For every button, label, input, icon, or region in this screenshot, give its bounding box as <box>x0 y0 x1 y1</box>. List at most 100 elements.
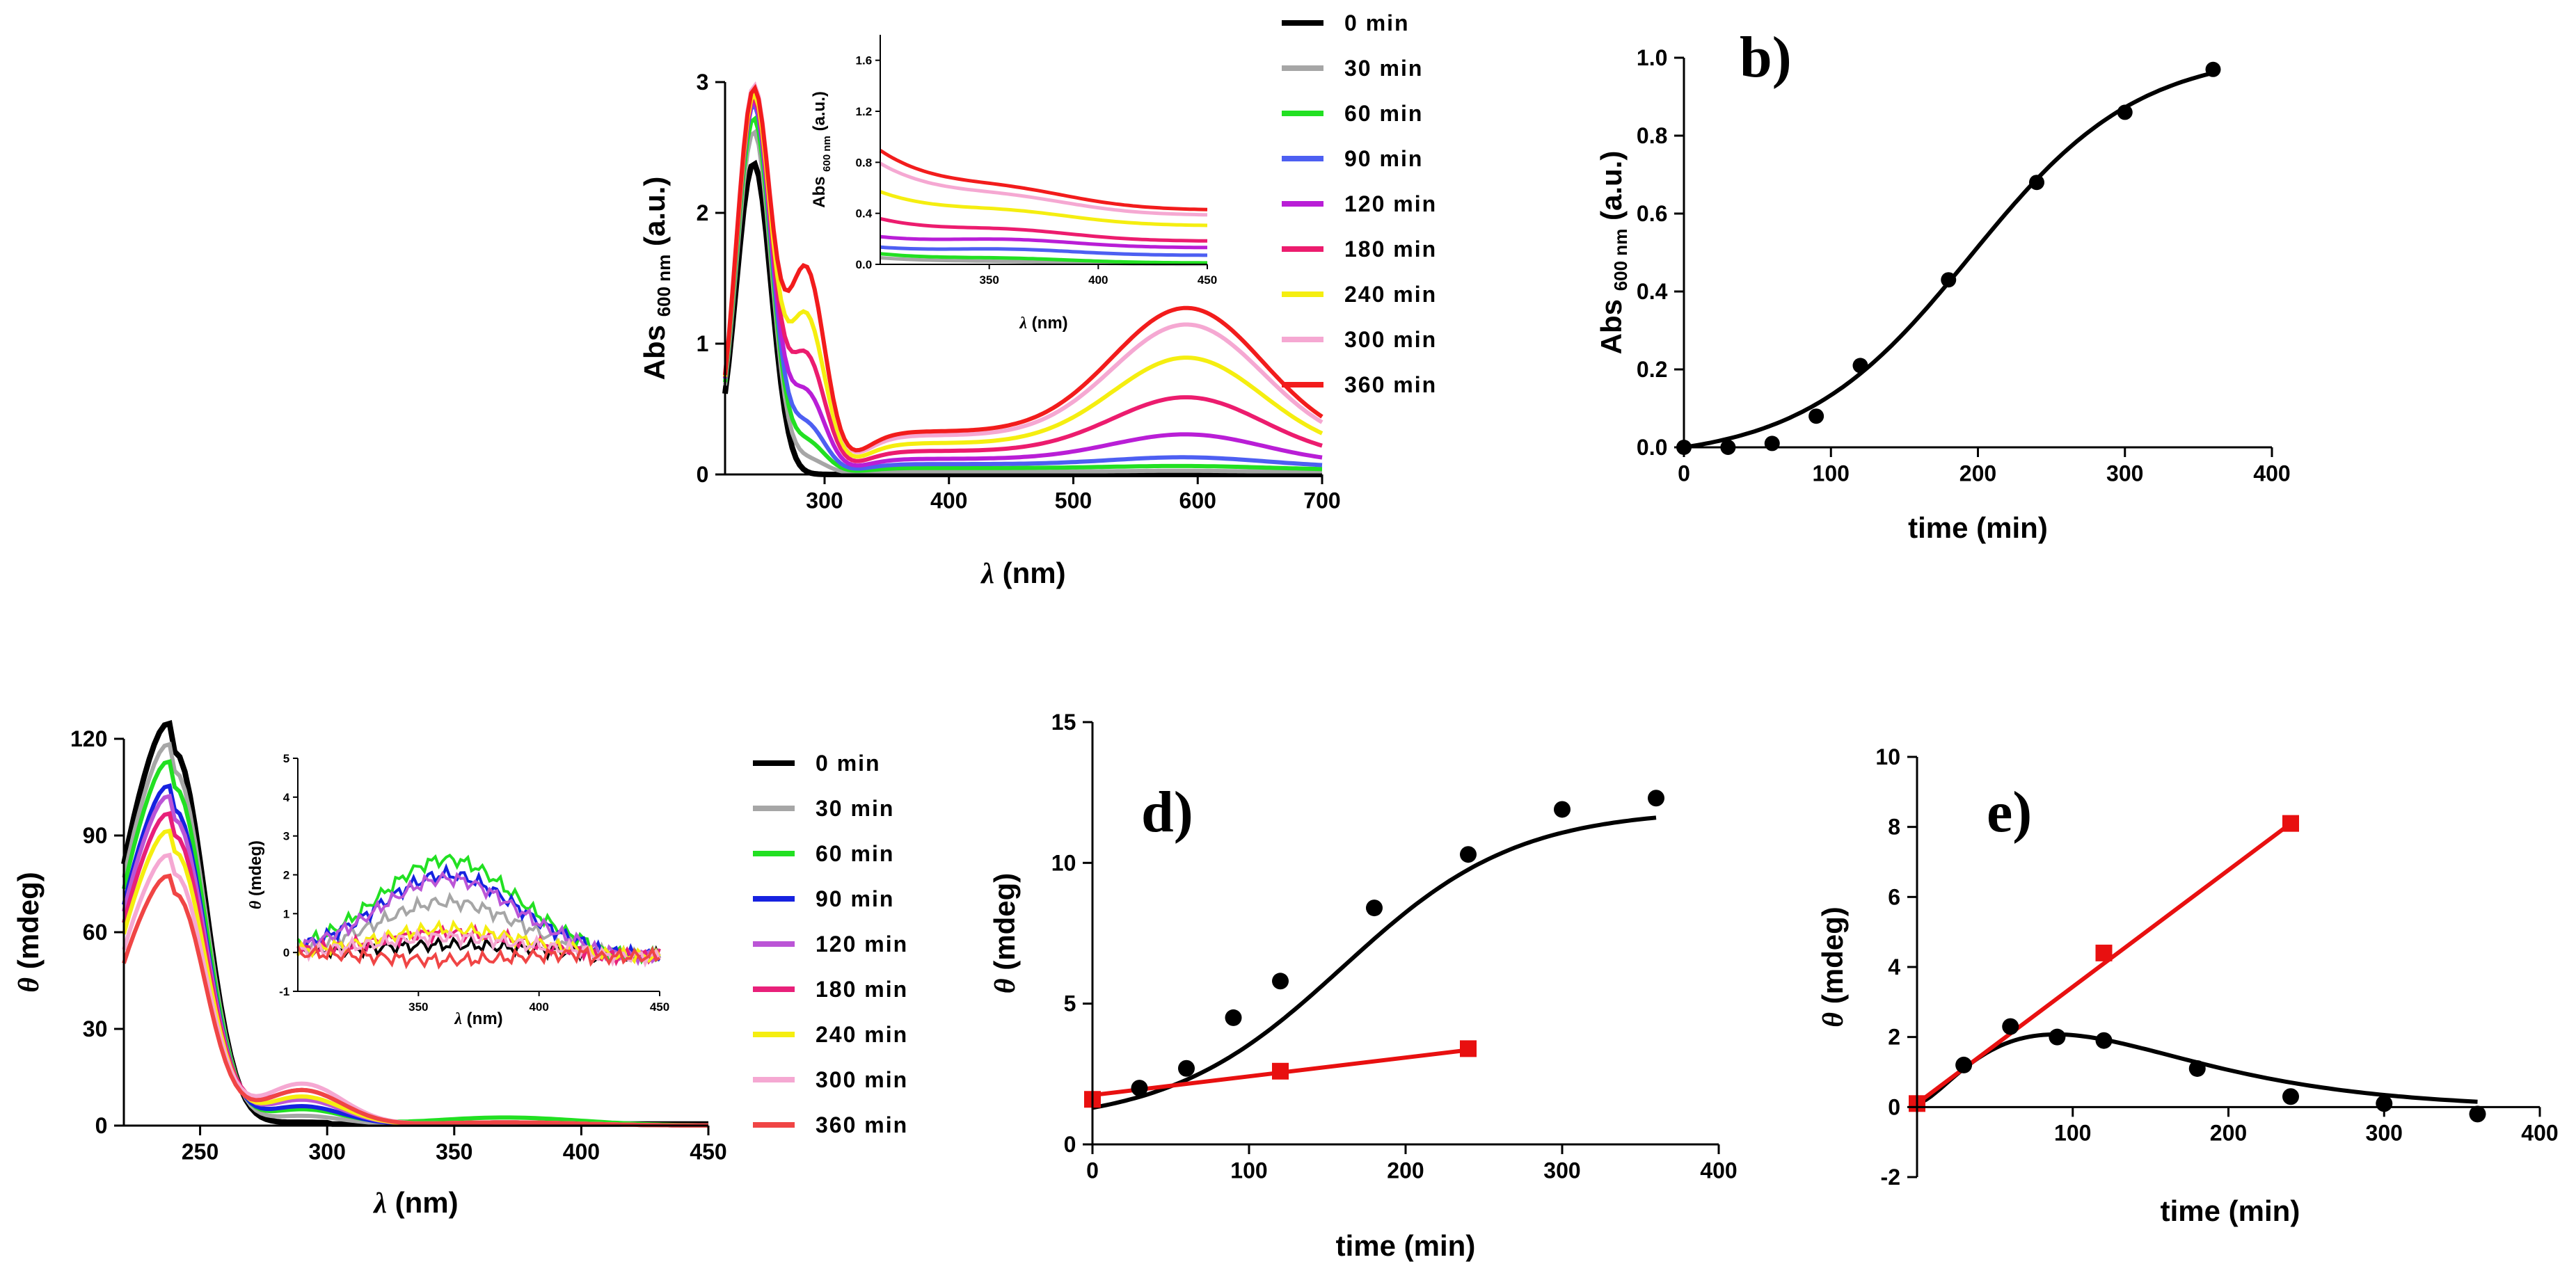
y-tick-label: 0.8 <box>1637 123 1667 148</box>
x-tick-label: 200 <box>1387 1158 1424 1183</box>
x-tick-label: 700 <box>1303 488 1340 513</box>
legend-label: 90 min <box>816 886 894 911</box>
y-tick-label: 5 <box>1064 991 1076 1016</box>
data-point <box>1765 435 1780 451</box>
legend-label: 0 min <box>1344 10 1410 35</box>
x-tick-label: 400 <box>529 1000 548 1014</box>
x-tick-label: 100 <box>2054 1120 2091 1145</box>
y-tick-label: 8 <box>1888 815 1900 840</box>
x-tick-label: 0 <box>1678 461 1690 486</box>
data-point <box>2029 175 2044 190</box>
y-tick-label: 0.2 <box>1637 357 1667 382</box>
y-tick-label: 2 <box>697 200 709 225</box>
panel-label: b) <box>1740 25 1792 90</box>
x-tick-label: 300 <box>2366 1120 2403 1145</box>
legend-label: 30 min <box>1344 56 1423 81</box>
legend-label: 240 min <box>816 1022 908 1047</box>
y-tick-label: 0 <box>1064 1132 1076 1157</box>
x-axis-title: time (min) <box>1336 1229 1476 1262</box>
data-point-circle <box>2470 1105 2486 1122</box>
x-tick-label: 450 <box>690 1140 726 1165</box>
y-tick-label: 0.4 <box>856 207 873 221</box>
x-tick-label: 400 <box>930 488 967 513</box>
x-tick-label: 350 <box>408 1000 428 1014</box>
panel-label: d) <box>1141 780 1193 845</box>
legend-label: 120 min <box>1344 191 1437 216</box>
y-tick-label: 1.2 <box>856 105 873 118</box>
data-point-circle <box>2096 1032 2113 1049</box>
y-tick-label: 0.0 <box>1637 435 1667 460</box>
x-tick-label: 100 <box>1230 1158 1267 1183</box>
data-point-circle <box>1225 1009 1242 1026</box>
y-tick-label: 0 <box>283 946 289 959</box>
y-axis-title: θ (mdeg) <box>988 873 1021 993</box>
data-point <box>1853 358 1868 373</box>
y-tick-label: 3 <box>283 830 289 843</box>
y-tick-label: 0 <box>1888 1094 1900 1119</box>
figure-canvas: 300 400 500 600 7000123λ (nm)Abs 600 nm (a.u… <box>0 0 2576 1271</box>
x-tick-label: 500 <box>1055 488 1092 513</box>
y-tick-label: 1 <box>697 331 709 356</box>
data-point-circle <box>2282 1088 2299 1105</box>
y-tick-label: 0.0 <box>856 258 873 271</box>
y-tick-label: 0.4 <box>1637 279 1668 304</box>
x-axis-title: time (min) <box>1908 511 2048 544</box>
data-point-circle <box>2189 1060 2206 1077</box>
x-tick-label: 300 <box>806 488 843 513</box>
y-tick-label: 0.8 <box>856 156 873 169</box>
data-point-circle <box>2049 1029 2065 1046</box>
x-axis-title: λ (nm) <box>980 557 1065 590</box>
x-axis-title: time (min) <box>2161 1194 2300 1227</box>
x-tick-label: 300 <box>1543 1158 1580 1183</box>
y-tick-label: 5 <box>283 752 289 765</box>
panel-label: e) <box>1987 780 2032 845</box>
x-tick-label: 400 <box>563 1140 600 1165</box>
x-tick-label: 200 <box>2210 1120 2247 1145</box>
legend-label: 90 min <box>1344 146 1423 171</box>
x-tick-label: 300 <box>308 1140 345 1165</box>
y-tick-label: 120 <box>70 726 107 751</box>
data-point <box>1941 272 1956 287</box>
data-point <box>1808 408 1824 424</box>
y-axis-title: θ (mdeg) <box>12 872 45 992</box>
x-tick-label: 400 <box>1088 273 1108 287</box>
legend-label: 0 min <box>816 751 881 776</box>
data-point-square <box>1272 1063 1289 1080</box>
x-tick-label: 450 <box>1198 273 1217 287</box>
y-tick-label: 2 <box>283 869 289 882</box>
y-tick-label: 1.6 <box>856 54 873 67</box>
x-tick-label: 100 <box>1813 461 1850 486</box>
x-tick-label: 250 <box>182 1140 218 1165</box>
inset-x-axis-title: λ (nm) <box>1019 314 1067 333</box>
y-tick-label: 10 <box>1051 850 1076 875</box>
data-point-circle <box>1648 790 1664 806</box>
x-tick-label: 450 <box>650 1000 669 1014</box>
y-tick-label: 90 <box>83 823 108 848</box>
data-point-circle <box>1554 801 1571 817</box>
y-tick-label: -2 <box>1881 1165 1900 1190</box>
data-point-circle <box>1366 900 1383 916</box>
data-point-circle <box>1178 1060 1195 1077</box>
x-tick-label: 350 <box>979 273 999 287</box>
data-point-circle <box>1955 1057 1972 1073</box>
y-tick-label: 0.6 <box>1637 201 1667 226</box>
data-point-square <box>2096 945 2113 961</box>
legend-label: 120 min <box>816 932 908 957</box>
x-axis-title: λ (nm) <box>372 1186 458 1220</box>
legend-label: 60 min <box>1344 101 1423 126</box>
legend-label: 300 min <box>816 1067 908 1092</box>
x-tick-label: 400 <box>1700 1158 1737 1183</box>
y-tick-label: 10 <box>1875 744 1900 769</box>
data-point-circle <box>1272 973 1289 989</box>
data-point <box>2206 62 2221 77</box>
y-tick-label: -1 <box>279 985 289 998</box>
y-tick-label: 1.0 <box>1637 45 1667 70</box>
x-tick-label: 0 <box>1086 1158 1099 1183</box>
legend-label: 180 min <box>816 977 908 1002</box>
x-tick-label: 300 <box>2106 461 2143 486</box>
y-tick-label: 6 <box>1888 884 1900 909</box>
data-point-circle <box>1460 846 1477 863</box>
legend-label: 360 min <box>816 1112 908 1137</box>
inset-x-axis-title: λ (nm) <box>454 1009 502 1028</box>
legend-label: 180 min <box>1344 237 1437 262</box>
